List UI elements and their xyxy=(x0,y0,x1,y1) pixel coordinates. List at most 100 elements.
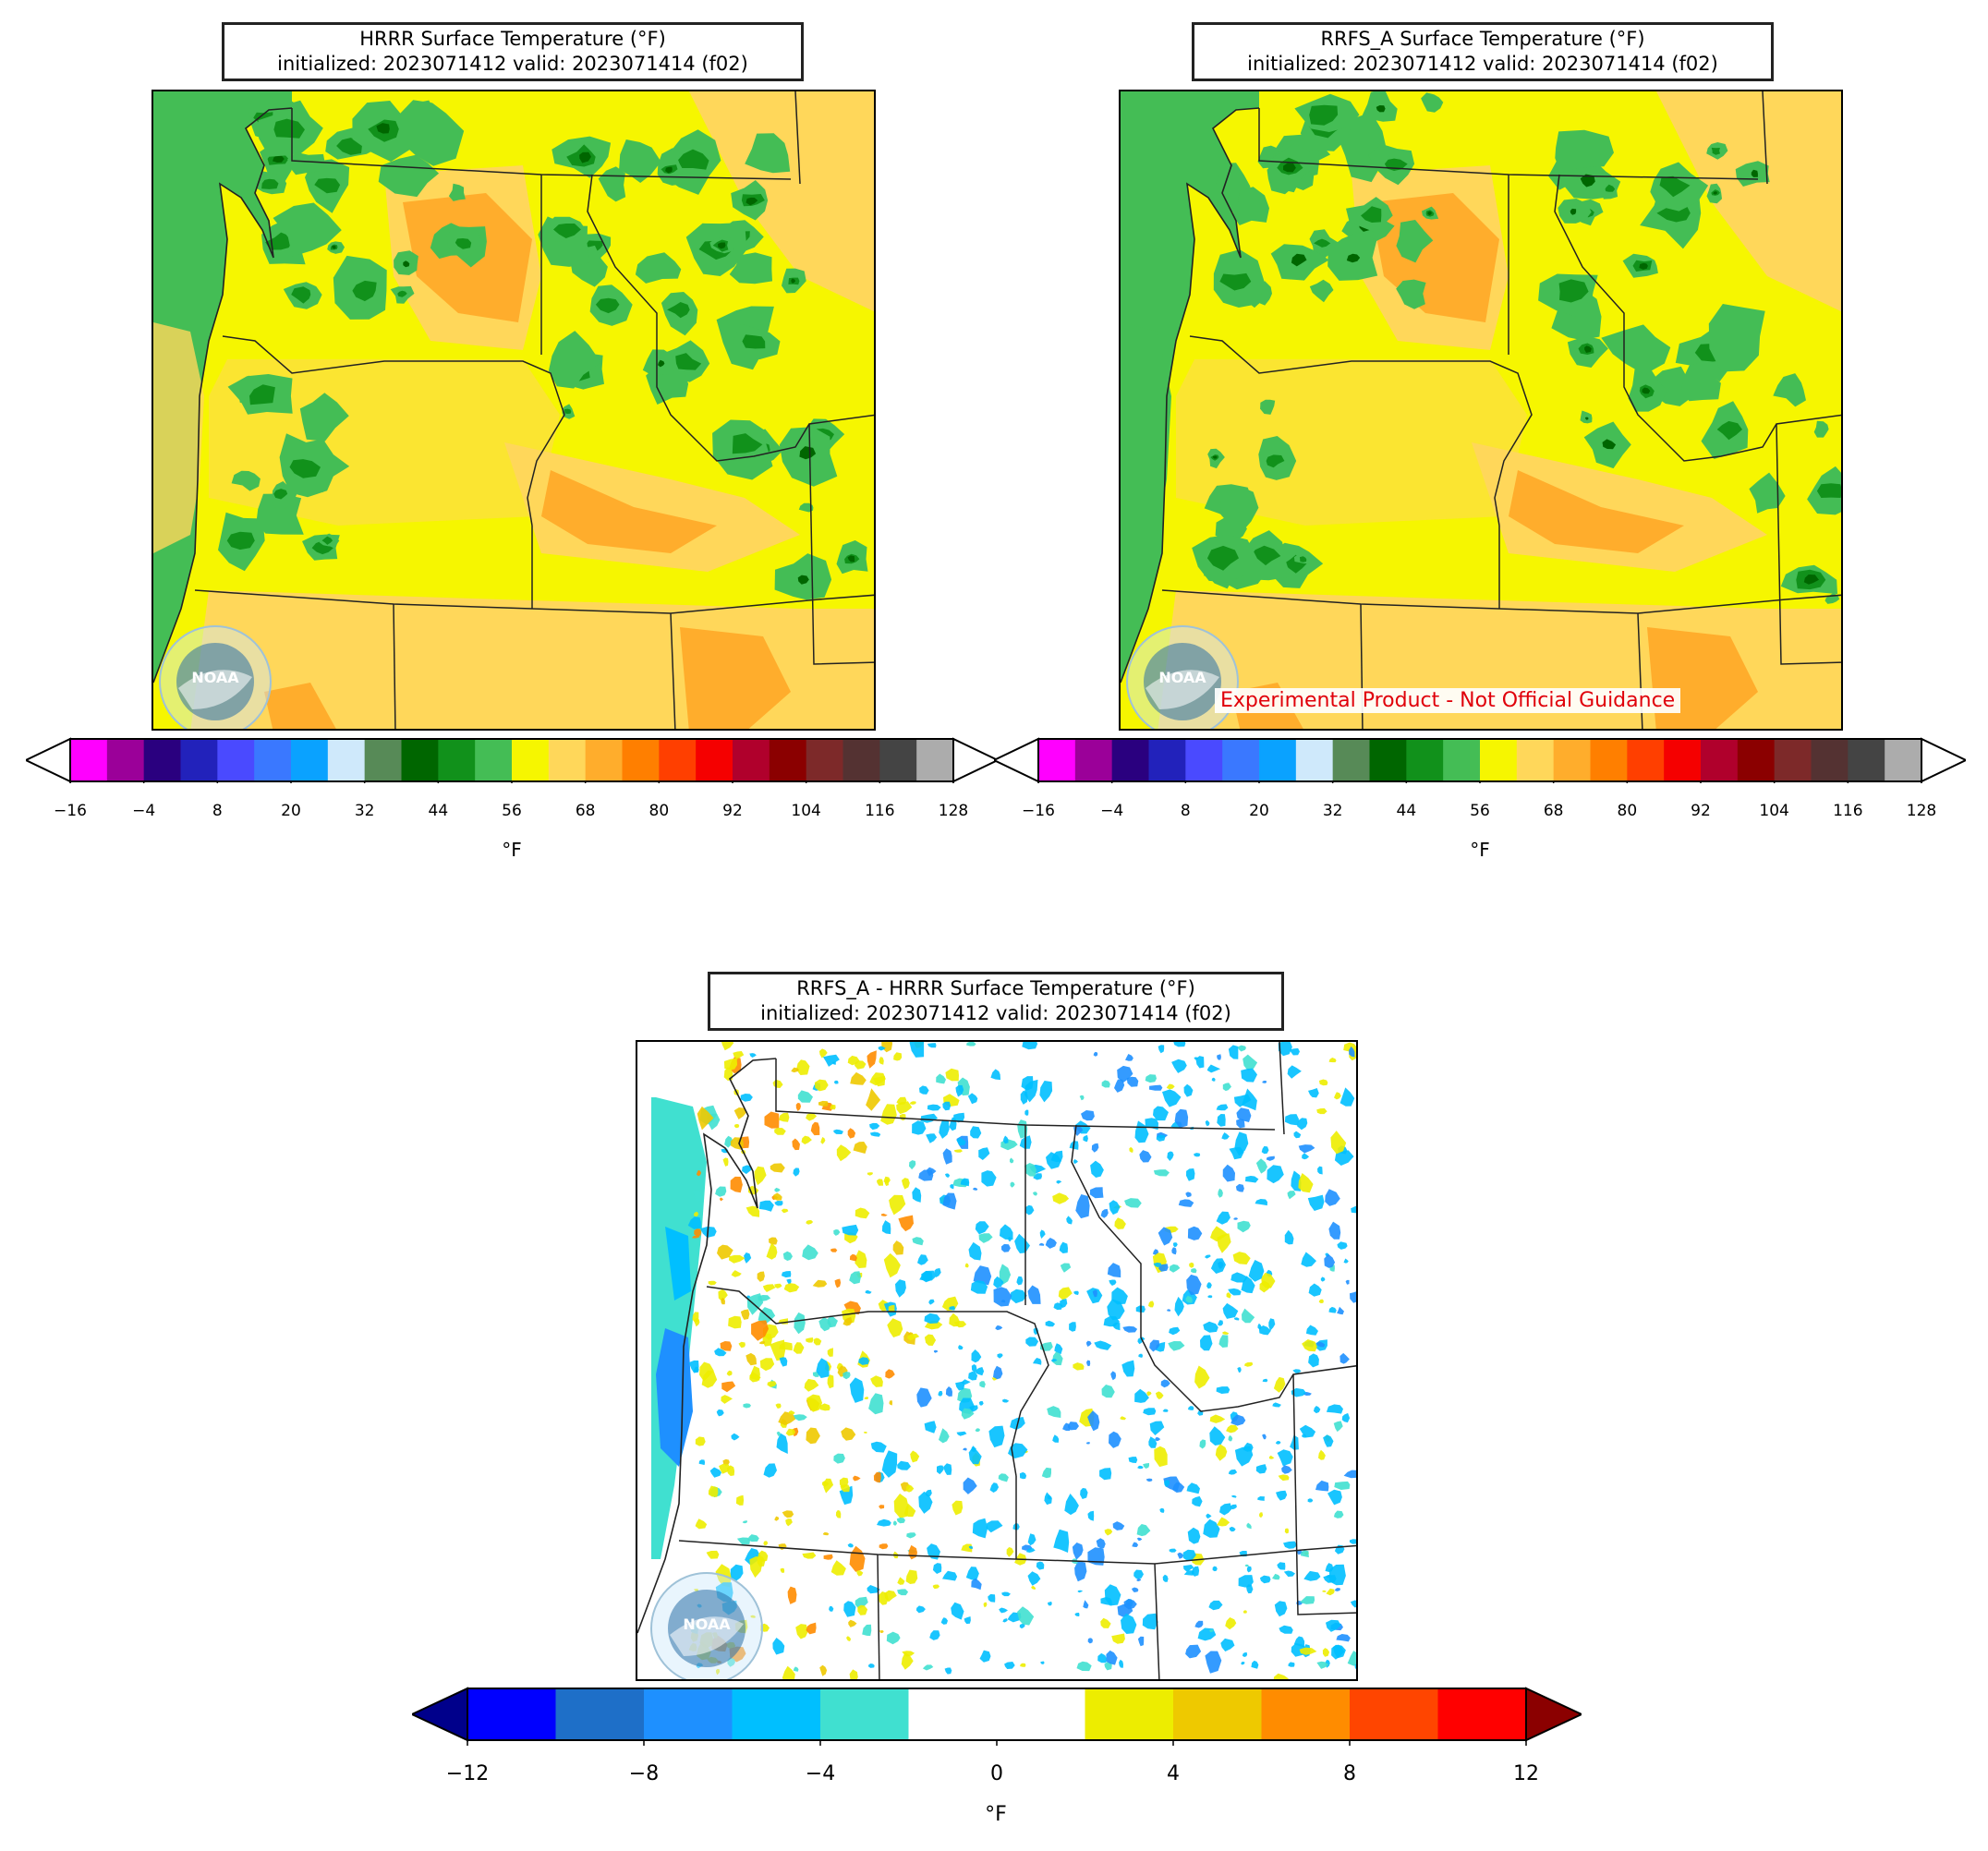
colorbar-swatch xyxy=(1085,1688,1174,1740)
colorbar-swatch xyxy=(879,739,917,781)
colorbar-swatch xyxy=(659,739,697,781)
colorbar-swatch xyxy=(143,739,181,781)
colorbar-swatch xyxy=(401,739,439,781)
colorbar-swatch xyxy=(1185,739,1223,781)
colorbar-swatch xyxy=(1737,739,1776,781)
colorbar-tick-label: 116 xyxy=(1833,802,1863,820)
colorbar-tick-label: 80 xyxy=(649,802,670,820)
noaa-logo: NOAA xyxy=(650,1572,763,1679)
colorbar-swatch xyxy=(1443,739,1481,781)
colorbar-tick-label: 68 xyxy=(575,802,596,820)
colorbar-swatch xyxy=(622,739,660,781)
colorbar-tick-label: −4 xyxy=(132,802,156,820)
colorbar-tick-label: 128 xyxy=(1906,802,1937,820)
colorbar-swatch xyxy=(364,739,402,781)
colorbar-swatch xyxy=(512,739,550,781)
colorbar-tick-label: −4 xyxy=(1100,802,1124,820)
noaa-logo-text: NOAA xyxy=(191,669,239,686)
colorbar-tick-label: 8 xyxy=(212,802,223,820)
colorbar-tick-label: 20 xyxy=(1249,802,1269,820)
rrfs-temp-colorbar xyxy=(991,737,1969,792)
colorbar-tick-label: 8 xyxy=(1180,802,1191,820)
colorbar-swatch xyxy=(438,739,476,781)
colorbar-swatch xyxy=(1148,739,1186,781)
colorbar-tick-label: 68 xyxy=(1543,802,1564,820)
colorbar-tick-label: 56 xyxy=(502,802,522,820)
colorbar-tick-label: 8 xyxy=(1343,1762,1356,1785)
hrrr-colorbar-bar xyxy=(23,737,1000,785)
colorbar-swatch xyxy=(916,739,954,781)
colorbar-tick-label: −8 xyxy=(628,1762,660,1785)
colorbar-tick-label: 56 xyxy=(1470,802,1490,820)
rrfs-title-line2: initialized: 2023071412 valid: 202307141… xyxy=(1247,53,1718,75)
rrfs-colorbar-bar xyxy=(991,737,1969,785)
colorbar-swatch xyxy=(1885,739,1922,781)
colorbar-over-arrow xyxy=(1921,737,1969,783)
colorbar-swatch xyxy=(1369,739,1407,781)
colorbar-swatch xyxy=(1774,739,1812,781)
colorbar-tick-label: 104 xyxy=(1759,802,1789,820)
colorbar-tick-label: −16 xyxy=(1022,802,1055,820)
colorbar-swatch xyxy=(548,739,587,781)
hrrr-colorbar-unit: °F xyxy=(502,839,522,861)
colorbar-tick-label: −16 xyxy=(54,802,87,820)
colorbar-swatch xyxy=(733,739,770,781)
colorbar-swatch xyxy=(1627,739,1665,781)
colorbar-swatch xyxy=(475,739,513,781)
colorbar-swatch xyxy=(217,739,255,781)
diff-map: NOAA xyxy=(636,1040,1358,1681)
rrfs-panel-title: RRFS_A Surface Temperature (°F) initiali… xyxy=(1192,22,1774,81)
colorbar-swatch xyxy=(1038,739,1076,781)
colorbar-swatch xyxy=(1111,739,1149,781)
colorbar-swatch xyxy=(732,1688,821,1740)
colorbar-swatch xyxy=(696,739,733,781)
colorbar-swatch xyxy=(1259,739,1297,781)
colorbar-swatch xyxy=(1406,739,1444,781)
colorbar-swatch xyxy=(70,739,108,781)
noaa-logo-text: NOAA xyxy=(683,1615,731,1633)
hrrr-temperature-field xyxy=(153,91,874,729)
hrrr-panel-title: HRRR Surface Temperature (°F) initialize… xyxy=(222,22,804,81)
colorbar-swatch xyxy=(908,1688,998,1740)
colorbar-tick-label: 92 xyxy=(1691,802,1711,820)
diff-colorbar-unit: °F xyxy=(985,1803,1007,1826)
colorbar-tick-label: 0 xyxy=(990,1762,1003,1785)
colorbar-tick-label: −4 xyxy=(805,1762,836,1785)
hrrr-map: NOAA xyxy=(152,90,876,731)
colorbar-swatch xyxy=(997,1688,1085,1740)
colorbar-over-arrow xyxy=(1525,1687,1584,1742)
colorbar-tick-label: 44 xyxy=(428,802,449,820)
colorbar-tick-label: 104 xyxy=(791,802,821,820)
colorbar-swatch xyxy=(1261,1688,1351,1740)
hrrr-temp-colorbar xyxy=(23,737,1000,792)
diff-title-line2: initialized: 2023071412 valid: 202307141… xyxy=(760,1002,1231,1024)
colorbar-swatch xyxy=(327,739,366,781)
hrrr-title-line1: HRRR Surface Temperature (°F) xyxy=(359,28,666,50)
diff-colorbar-bar xyxy=(409,1687,1584,1746)
colorbar-swatch xyxy=(1480,739,1518,781)
colorbar-tick-label: 32 xyxy=(1322,802,1343,820)
colorbar-swatch xyxy=(644,1688,733,1740)
colorbar-swatch xyxy=(1295,739,1334,781)
colorbar-tick-label: 4 xyxy=(1167,1762,1180,1785)
diff-colorbar-ticks: −12 −8 −4 0 4 8 12 xyxy=(0,1762,1988,1794)
colorbar-swatch xyxy=(1811,739,1849,781)
colorbar-swatch xyxy=(769,739,807,781)
colorbar-tick-label: 116 xyxy=(865,802,895,820)
colorbar-tick-label: 80 xyxy=(1617,802,1638,820)
rrfs-map: NOAA xyxy=(1119,90,1843,731)
hrrr-colorbar-ticks: −16 −4 8 20 32 44 56 68 80 92 104 116 128 xyxy=(0,802,1988,829)
diff-title-line1: RRFS_A - HRRR Surface Temperature (°F) xyxy=(796,977,1195,999)
diff-colorbar xyxy=(409,1687,1584,1751)
colorbar-swatch xyxy=(1332,739,1370,781)
colorbar-tick-label: 128 xyxy=(938,802,969,820)
hrrr-title-line2: initialized: 2023071412 valid: 202307141… xyxy=(277,53,748,75)
colorbar-tick-label: 12 xyxy=(1513,1762,1539,1785)
colorbar-swatch xyxy=(291,739,329,781)
colorbar-swatch xyxy=(1074,739,1113,781)
colorbar-tick-label: 92 xyxy=(722,802,743,820)
colorbar-swatch xyxy=(1590,739,1628,781)
rrfs-temperature-field xyxy=(1121,91,1841,729)
colorbar-under-arrow xyxy=(991,737,1039,783)
diff-panel-title: RRFS_A - HRRR Surface Temperature (°F) i… xyxy=(708,972,1284,1031)
